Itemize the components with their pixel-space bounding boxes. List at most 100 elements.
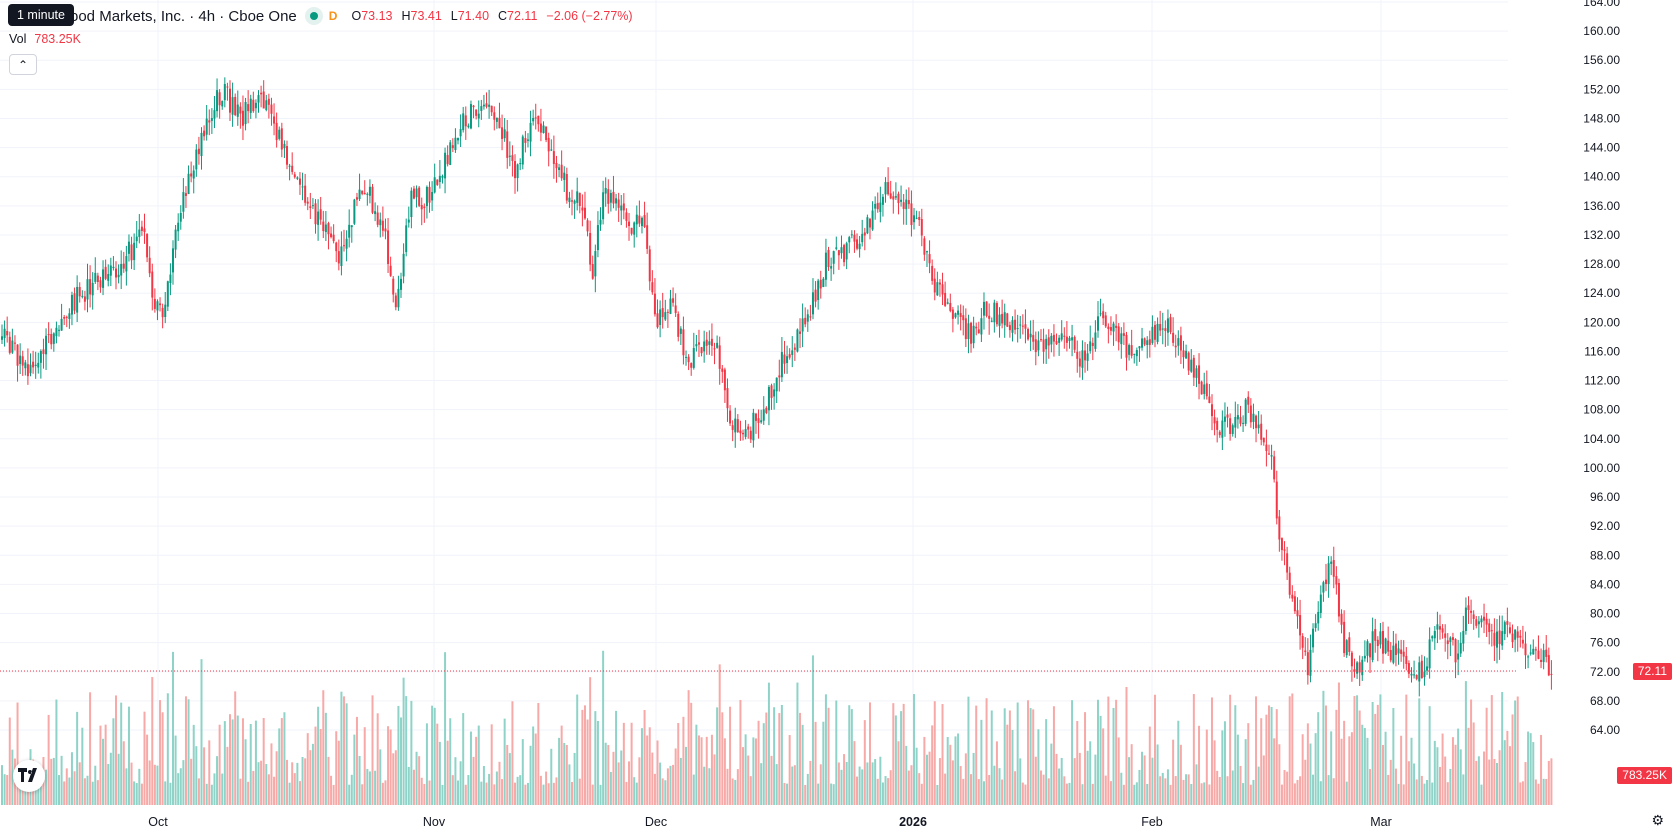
volume-bar <box>115 695 118 805</box>
candle-body <box>938 282 941 285</box>
candle-body <box>1319 594 1322 613</box>
collapse-legend-button[interactable]: ⌃ <box>9 54 37 75</box>
candle-body <box>1363 655 1366 659</box>
volume-bar <box>1475 760 1478 805</box>
volume-bar <box>1420 775 1423 805</box>
volume-bar <box>1389 759 1392 805</box>
candle-body <box>995 303 998 325</box>
volume-bar <box>913 694 916 805</box>
volume-bar <box>900 711 903 805</box>
volume-bar <box>788 735 791 805</box>
volume-bar <box>86 775 89 805</box>
candle-body <box>1068 337 1071 341</box>
candle-body <box>1376 639 1379 646</box>
volume-bar <box>1366 737 1369 805</box>
candle-body <box>1034 339 1037 353</box>
volume-bar <box>628 761 631 805</box>
candle-body <box>679 328 682 334</box>
candle-body <box>275 122 278 141</box>
volume-bar <box>1418 698 1421 805</box>
volume-bar <box>1400 735 1403 805</box>
candle-body <box>1091 342 1094 346</box>
volume-bar <box>760 763 763 805</box>
candle-body <box>221 100 224 107</box>
volume-bar <box>1514 700 1517 805</box>
candle-body <box>754 413 757 421</box>
candle-body <box>260 92 263 95</box>
candle-body <box>278 129 281 139</box>
volume-bar <box>371 695 374 805</box>
delayed-badge[interactable]: D <box>328 9 338 23</box>
candle-body <box>449 142 452 165</box>
candle-body <box>1540 659 1543 663</box>
candle-body <box>1299 615 1302 636</box>
candle-body <box>1358 662 1361 673</box>
candle-body <box>1213 417 1216 424</box>
candle-body <box>651 282 654 293</box>
volume-bar <box>102 738 105 805</box>
candle-body <box>881 196 884 205</box>
volume-bar <box>418 756 421 805</box>
candle-body <box>135 236 138 242</box>
candle-body <box>151 271 154 298</box>
symbol-title[interactable]: ood Markets, Inc. · 4h · Cboe One <box>70 7 297 25</box>
volume-bar <box>1187 774 1190 805</box>
volume-bar <box>236 715 239 805</box>
candle-body <box>1153 325 1156 340</box>
candle-body <box>1449 637 1452 643</box>
volume-bar <box>488 773 491 805</box>
close-value: 72.11 <box>507 9 538 23</box>
candle-body <box>1521 639 1524 644</box>
candle-body <box>1071 337 1074 341</box>
volume-bar <box>1122 784 1125 805</box>
candle-body <box>265 100 268 110</box>
volume-bar <box>1374 713 1377 805</box>
volume-bar <box>469 731 472 805</box>
volume-bar <box>410 700 413 805</box>
candle-body <box>482 104 485 107</box>
volume-bar <box>542 784 545 805</box>
candle-body <box>1247 396 1250 405</box>
volume-bar <box>863 720 866 805</box>
volume-bar <box>1102 728 1105 805</box>
volume-bar <box>524 784 527 805</box>
tradingview-logo[interactable] <box>13 760 45 792</box>
volume-bar <box>843 754 846 805</box>
volume-bar <box>563 742 566 805</box>
volume-bar <box>1547 760 1550 805</box>
candle-body <box>63 317 66 319</box>
volume-bar <box>169 782 172 805</box>
volume-bar <box>1115 699 1118 805</box>
candle-body <box>801 318 804 332</box>
candle-body <box>1324 579 1327 584</box>
volume-bar <box>63 781 66 805</box>
volume-bar <box>552 782 555 805</box>
candle-body <box>902 202 905 209</box>
market-status-icon[interactable] <box>304 7 323 25</box>
candle-body <box>856 239 859 249</box>
volume-bar <box>692 774 695 805</box>
candle-body <box>1164 328 1167 331</box>
candle-body <box>1156 323 1159 342</box>
candle-body <box>314 203 317 225</box>
candle-body <box>208 120 211 123</box>
gear-icon[interactable]: ⚙ <box>1651 812 1664 828</box>
volume-bar <box>1185 774 1188 805</box>
volume-bar <box>656 740 659 805</box>
candle-body <box>19 355 22 365</box>
volume-bar <box>1252 779 1255 805</box>
volume-bar <box>560 725 563 805</box>
volume-bar <box>96 780 99 805</box>
volume-bar <box>1444 756 1447 805</box>
candle-body <box>371 186 374 213</box>
candle-body <box>120 263 123 276</box>
candle-body <box>677 313 680 337</box>
volume-bar <box>1120 772 1123 805</box>
volume-bar <box>353 734 356 805</box>
candle-body <box>770 385 773 398</box>
volume-bar <box>545 771 548 805</box>
candle-body <box>1187 352 1190 371</box>
volume-bar <box>607 745 610 805</box>
volume-bar <box>1529 733 1532 805</box>
